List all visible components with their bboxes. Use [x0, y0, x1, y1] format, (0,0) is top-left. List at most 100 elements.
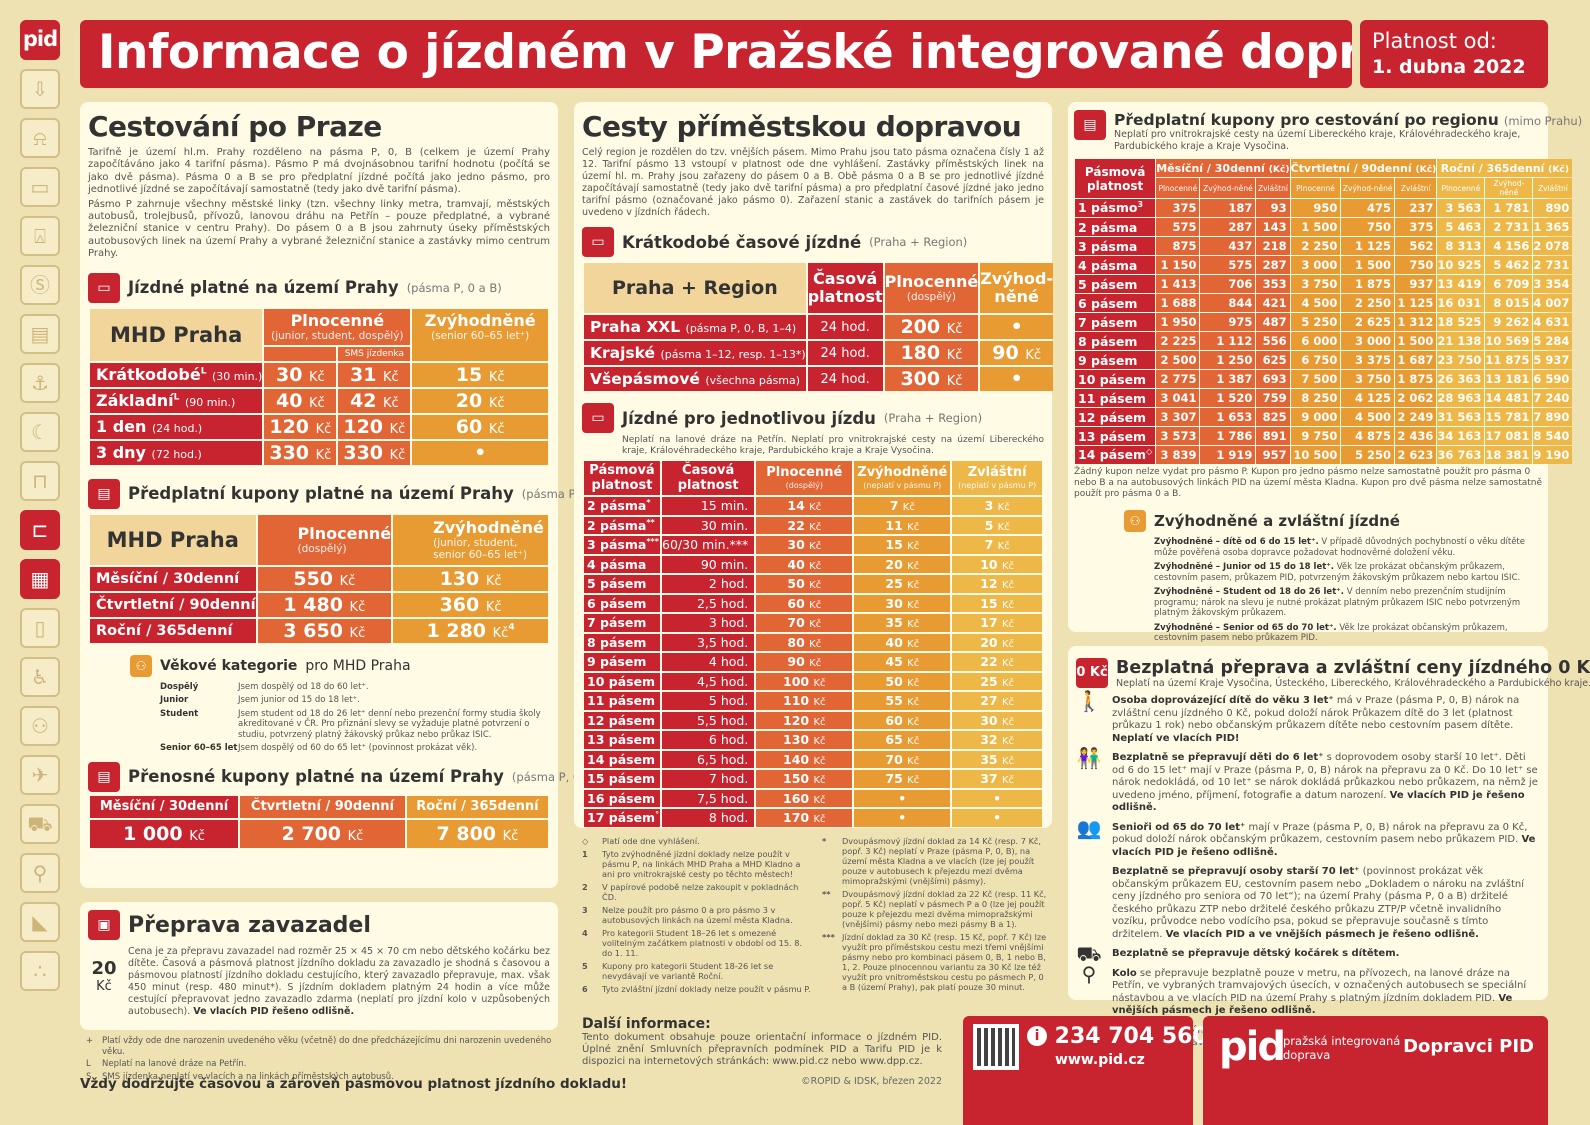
mhd-praha-label-2: MHD Praha: [90, 514, 256, 565]
footnote: 6 Tyto zvláštní jízdní doklady nelze použ…: [582, 984, 814, 994]
free-bold: Kolo: [1112, 967, 1137, 979]
price-reduced: 20 Kč: [854, 555, 951, 573]
footnote-key: 5: [582, 961, 588, 971]
subs-col-red-sub: (junior, student, senior 60–65 let⁺): [433, 536, 528, 561]
region-price: 2 731: [1533, 256, 1573, 274]
price-reduced: 360 Kč: [393, 592, 548, 617]
footnote: 3 Nelze použít pro pásmo 0 a pro pásmo 3 …: [582, 905, 814, 925]
price-reduced: 11 Kč: [854, 516, 951, 534]
reduced-value: Věk lze prokázat občanským průkazem, ces…: [1154, 562, 1521, 583]
family-icon: ⚇: [20, 706, 60, 746]
more-title: Další informace:: [582, 1016, 711, 1032]
price-full: 150 Kč: [756, 770, 853, 788]
region-price: 11 875: [1485, 351, 1533, 369]
single-sub: (Praha + Region): [883, 411, 983, 425]
region-price: 18 525: [1437, 313, 1485, 331]
region-price: 4 631: [1533, 313, 1573, 331]
region-price: 2 078: [1533, 237, 1573, 255]
price-reduced: 60 Kč: [854, 711, 951, 729]
region-price: 13 419: [1437, 275, 1485, 293]
col-reduced: Zvýhodněné: [424, 310, 536, 330]
price-reduced: 20 Kč: [412, 388, 548, 413]
price-reduced: 15 Kč: [412, 362, 548, 387]
reduced-key: Zvýhodněné – Junior od 15 do 18 let⁺.: [1154, 562, 1334, 572]
coupon-icon: ▤: [88, 761, 120, 792]
price-reduced: •: [980, 315, 1054, 339]
col-reduced-sub: (senior 60–65 let⁺): [431, 329, 530, 342]
footnotes-a: ◇ Platí ode dne vyhlášení. 1 Tyto zvýhodněn…: [582, 836, 814, 997]
qr-code[interactable]: [973, 1024, 1019, 1070]
price-special: 30 Kč: [952, 711, 1042, 729]
reduced-value: V případě důvodných pochybností o věku d…: [1154, 537, 1525, 558]
region-price: 750: [1394, 256, 1437, 274]
price-full: 330 Kč: [264, 440, 337, 465]
footnote: + Platí vždy ode dne narozenin uvedeného …: [86, 1036, 556, 1057]
validity-date: 1. dubna 2022: [1372, 56, 1526, 78]
region-price: 3 354: [1533, 275, 1573, 293]
contact-phone[interactable]: i 234 704 560: [1027, 1024, 1208, 1049]
ticket-icon: ⊏: [20, 510, 60, 550]
region-subcol: Zvláštní: [1256, 178, 1290, 198]
luggage-title: Přeprava zavazadel: [128, 912, 371, 938]
operators-label: Dopravci PID: [1403, 1036, 1534, 1057]
trolleybus-icon: ⍓: [20, 216, 60, 256]
footnote: ◇ Platí ode dne vyhlášení.: [582, 836, 814, 846]
price-reduced: 45 Kč: [854, 653, 951, 671]
zones: 10 pásem: [1075, 370, 1156, 388]
region-price: 26 363: [1437, 370, 1485, 388]
region-price: 1 950: [1156, 313, 1200, 331]
region-price: 1 125: [1341, 237, 1394, 255]
price-full: 140 Kč: [756, 750, 853, 768]
night-icon: ☾: [20, 412, 60, 452]
region-price: 2 623: [1394, 446, 1437, 464]
zones: 13 pásem: [1075, 427, 1156, 445]
region-price: 287: [1200, 218, 1256, 236]
region-price: 4 156: [1485, 237, 1533, 255]
footnote-key: +: [86, 1036, 94, 1046]
footnote-key: S: [86, 1071, 92, 1082]
list-item: Junior Jsem junior od 15 do 18 let⁺.: [160, 695, 550, 706]
sub-short-title: Krátkodobé časové jízdné: [622, 232, 862, 252]
footnote-key: 6: [582, 984, 588, 994]
region-price: 750: [1341, 218, 1394, 236]
region-price: 937: [1394, 275, 1437, 293]
card-icon: ▦: [20, 559, 60, 599]
region-price: 9 000: [1290, 408, 1341, 426]
footnote: * Dvoupásmový jízdní doklad za 14 Kč (res…: [822, 836, 1050, 886]
ticket-icon: ▭: [582, 403, 614, 433]
price-full: 60 Kč: [756, 594, 853, 612]
prague-short-header: ▭ Jízdné platné na území Prahy (pásma P,…: [88, 272, 550, 303]
ticket-icon: ▭: [582, 227, 614, 257]
kids-icon: 👫: [1076, 746, 1102, 770]
zones: 13 pásem: [584, 731, 660, 749]
region-price: 625: [1256, 351, 1290, 369]
sub-col-full: Plnocenné: [884, 272, 979, 291]
price-full: 200 Kč: [884, 315, 979, 339]
table-row: Čtvrtletní / 90denní 1 480 Kč 360 Kč: [90, 592, 548, 617]
route-icon: ⊓: [20, 461, 60, 501]
table-row: 3 dny (72 hod.) 330 Kč 330 Kč •: [90, 440, 548, 465]
price-full: 40 Kč: [756, 555, 853, 573]
region-price: 6 590: [1533, 370, 1573, 388]
list-item: 👥 Senioři od 65 do 70 let⁺ mají v Praze (…: [1076, 818, 1538, 860]
tram-icon: ⍾: [20, 118, 60, 158]
region-price: 706: [1200, 275, 1256, 293]
region-price: 5 463: [1437, 218, 1485, 236]
region-price: 1 687: [1394, 351, 1437, 369]
bicycle-icon: ⚲: [1081, 961, 1097, 986]
mhd-praha-label: MHD Praha: [90, 308, 263, 361]
copyright: ©ROPID & IDSK, březen 2022: [801, 1076, 942, 1087]
price-special: 7 Kč: [952, 536, 1042, 554]
contact-box: i 234 704 560 www.pid.cz: [963, 1016, 1208, 1125]
footnote: ** Dvoupásmový jízdní doklad za 22 Kč (re…: [822, 889, 1050, 929]
region-price: 2 775: [1156, 370, 1200, 388]
footnote: *** Jízdní doklad za 30 Kč (resp. 15 Kč, …: [822, 932, 1050, 992]
price-special: 35 Kč: [952, 750, 1042, 768]
contact-web[interactable]: www.pid.cz: [1055, 1052, 1145, 1068]
zones: 8 pásem: [1075, 332, 1156, 350]
footnote-text: Platí ode dne vyhlášení.: [602, 836, 700, 846]
sub-col-full-sub: (dospělý): [906, 291, 956, 303]
table-row: 13 pásem 6 hod. 130 Kč 65 Kč 32 Kč: [584, 731, 1042, 749]
region-price: 3 000: [1341, 332, 1394, 350]
zones: 9 pásem: [584, 653, 660, 671]
